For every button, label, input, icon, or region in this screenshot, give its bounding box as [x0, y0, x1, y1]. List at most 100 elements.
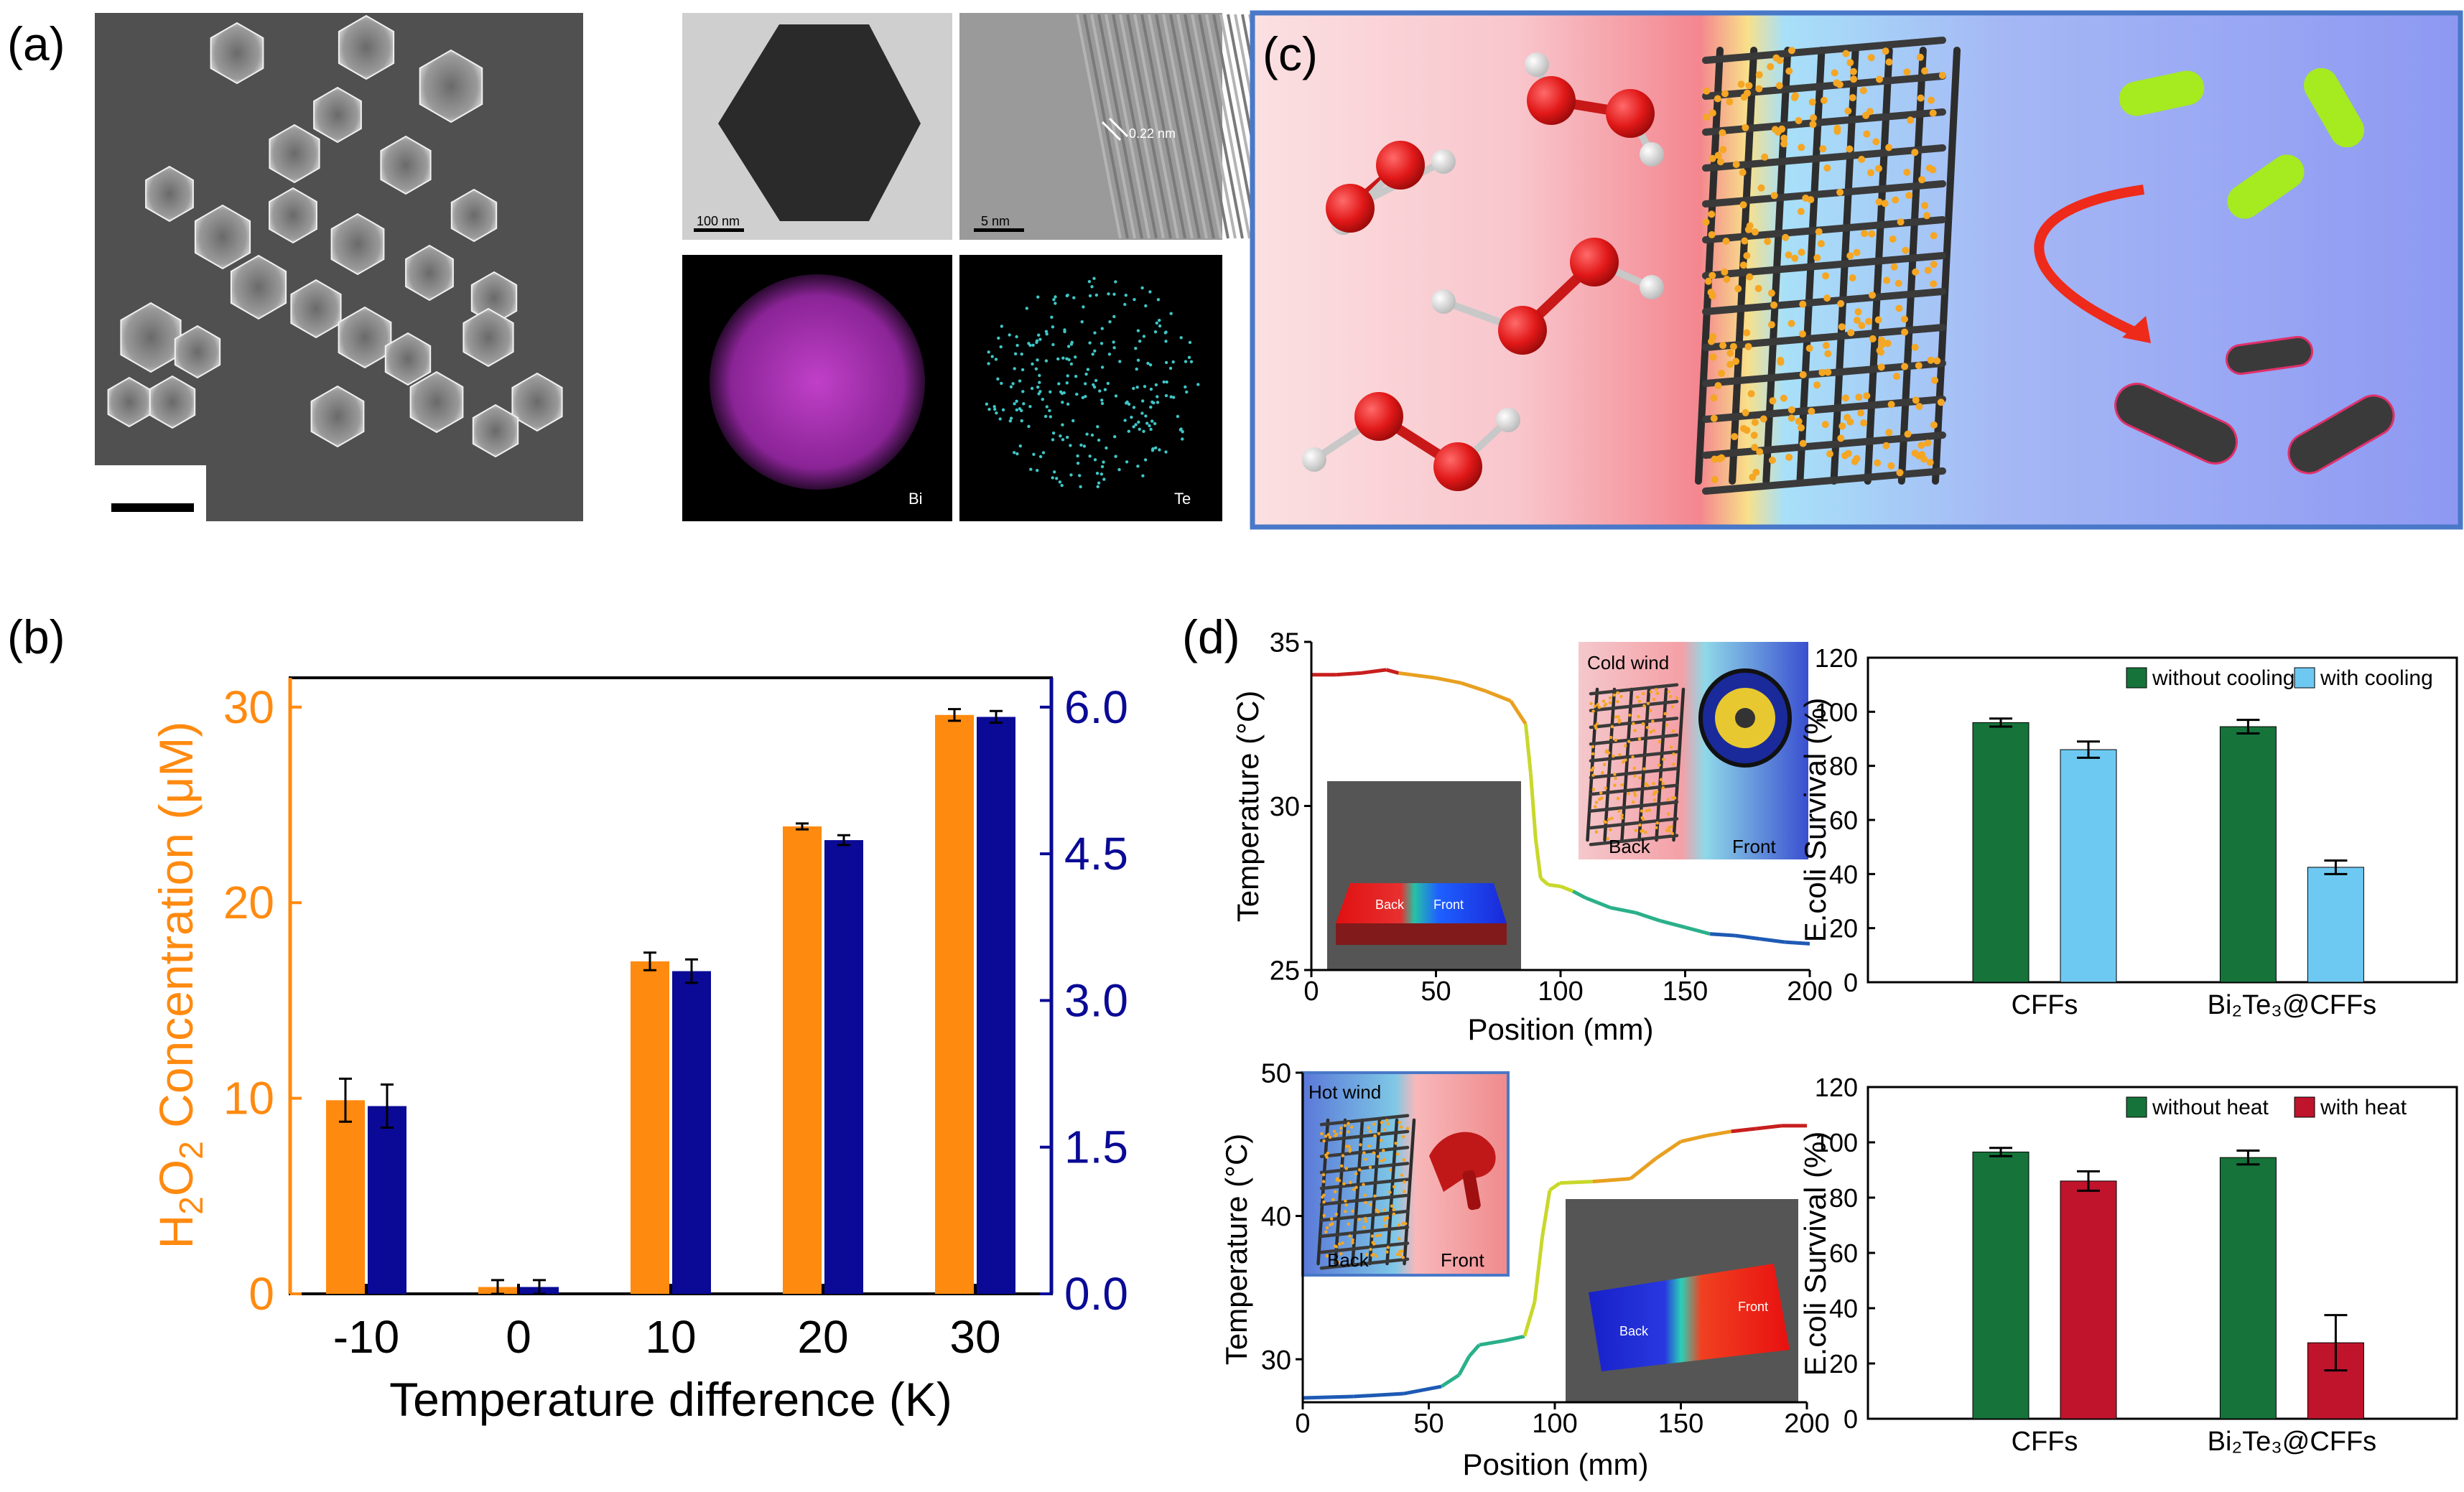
mini-cold-nanoparticle-17 — [1591, 745, 1595, 749]
mini-hot-nanoparticle-29 — [1401, 1134, 1405, 1139]
cff-nanoparticle-129 — [1729, 342, 1737, 350]
mini-hot-nanoparticle-121 — [1328, 1135, 1332, 1139]
mini-hot-nanoparticle-31 — [1401, 1256, 1405, 1259]
te-dot-184 — [1125, 400, 1129, 404]
te-dot-119 — [1075, 392, 1079, 396]
cff-nanoparticle-82 — [1855, 393, 1863, 401]
ytick-label-5: 100 — [1815, 1128, 1858, 1157]
te-dot-63 — [1097, 438, 1101, 442]
ytick-label-0: 0 — [1844, 1404, 1858, 1434]
mini-hot-nanoparticle-73 — [1321, 1195, 1324, 1199]
xtick-label-0: 0 — [1295, 1409, 1310, 1439]
mini-hot-fiber-v-5 — [1403, 1118, 1416, 1266]
cff-nanoparticle-165 — [1774, 129, 1782, 136]
mini-hot-nanoparticle-30 — [1339, 1252, 1343, 1256]
cff-nanoparticle-97 — [1877, 363, 1885, 371]
hot-wind-back-label: Back — [1327, 1249, 1370, 1271]
temperature-curve-segment-18 — [1609, 905, 1636, 915]
mini-hot-nanoparticle-64 — [1344, 1144, 1349, 1149]
cff-nanoparticle-242 — [1721, 268, 1729, 276]
mini-hot-nanoparticle-101 — [1325, 1226, 1329, 1230]
cff-nanoparticle-202 — [1895, 279, 1902, 287]
mini-cold-nanoparticle-32 — [1602, 763, 1607, 767]
te-dot-34 — [1085, 432, 1089, 436]
te-dot-125 — [1100, 465, 1105, 469]
cff-nanoparticle-54 — [1767, 321, 1775, 329]
mini-cold-nanoparticle-49 — [1610, 816, 1614, 820]
hydrogen-atom-0-3 — [1431, 149, 1456, 174]
cff-nanoparticle-241 — [1862, 111, 1870, 119]
te-dot-144 — [1038, 337, 1042, 341]
cff-nanoparticle-128 — [1846, 418, 1854, 426]
mini-hot-nanoparticle-58 — [1385, 1216, 1390, 1220]
mini-cold-nanoparticle-123 — [1652, 793, 1656, 796]
mini-hot-nanoparticle-113 — [1344, 1167, 1349, 1170]
mini-cold-nanoparticle-33 — [1636, 695, 1640, 699]
mini-hot-nanoparticle-49 — [1341, 1241, 1344, 1245]
mini-hot-nanoparticle-47 — [1382, 1157, 1386, 1162]
cff-nanoparticle-58 — [1884, 340, 1892, 348]
te-dot-84 — [987, 407, 991, 411]
te-dot-50 — [1158, 448, 1161, 452]
mini-cold-nanoparticle-52 — [1655, 826, 1658, 829]
cff-nanoparticle-134 — [1719, 146, 1727, 154]
ytick-label-4: 80 — [1829, 1183, 1858, 1213]
mini-hot-nanoparticle-83 — [1344, 1203, 1348, 1207]
cff-nanoparticle-92 — [1872, 138, 1880, 146]
mini-hot-fiber-v-1 — [1334, 1118, 1347, 1266]
mini-hot-nanoparticle-122 — [1357, 1168, 1362, 1172]
sem-particle-17 — [338, 306, 392, 369]
te-dot-60 — [1065, 381, 1069, 385]
te-dot-244 — [996, 377, 1000, 381]
te-dot-165 — [1140, 411, 1144, 415]
fringe-13 — [1169, 14, 1215, 239]
te-dot-255 — [1093, 331, 1097, 335]
mini-cold-nanoparticle-79 — [1675, 696, 1679, 700]
te-dot-6 — [1074, 355, 1077, 359]
te-dot-132 — [1079, 443, 1083, 447]
cff-nanoparticle-168 — [1750, 432, 1758, 439]
mini-hot-nanoparticle-36 — [1403, 1190, 1406, 1193]
mini-hot-nanoparticle-90 — [1398, 1250, 1402, 1254]
mini-cold-nanoparticle-15 — [1632, 766, 1636, 770]
live-bacterium-2 — [2227, 154, 2305, 219]
mini-cold-nanoparticle-77 — [1661, 757, 1665, 761]
cff-nanoparticle-230 — [1887, 462, 1895, 470]
bar-orange-20 — [783, 826, 822, 1294]
fringe-10 — [1148, 14, 1194, 239]
cff-nanoparticle-27 — [1863, 392, 1871, 400]
te-dot-192 — [1037, 392, 1041, 396]
mini-hot-nanoparticle-17 — [1321, 1172, 1326, 1177]
te-dot-243 — [1132, 425, 1135, 429]
cff-nanoparticle-3 — [1930, 232, 1938, 240]
mini-hot-nanoparticle-115 — [1332, 1129, 1336, 1134]
cff-nanoparticle-81 — [1732, 358, 1740, 365]
cff-nanoparticle-7 — [1867, 54, 1875, 62]
ytick-label-5: 100 — [1815, 697, 1858, 727]
mini-cold-nanoparticle-78 — [1604, 750, 1609, 754]
temperature-curve-segment-13 — [1539, 877, 1550, 887]
te-dot-142 — [1133, 298, 1136, 302]
mini-hot-nanoparticle-1 — [1400, 1173, 1404, 1178]
te-dot-193 — [1100, 327, 1105, 330]
mini-cold-nanoparticle-25 — [1655, 691, 1660, 695]
cff-nanoparticle-251 — [1711, 476, 1719, 483]
mini-cold-nanoparticle-115 — [1601, 699, 1606, 703]
cff-nanoparticle-238 — [1878, 336, 1885, 344]
chart-heating-survival: CFFs Bi₂Te₃@CFFs 0 20 40 60 80 100 120 without h… — [1798, 1073, 2458, 1457]
te-dot-190 — [1158, 324, 1162, 328]
kill-arrowhead — [2122, 316, 2151, 343]
ytick-left-label-2: 20 — [223, 877, 274, 928]
mini-hot-fiber-h-8 — [1319, 1241, 1410, 1254]
cff-nanoparticle-116 — [1916, 53, 1924, 61]
legend-swatch-1 — [2294, 1096, 2315, 1118]
te-dot-18 — [1031, 362, 1034, 366]
xtick-label-2: 100 — [1532, 1409, 1577, 1439]
mini-hot-nanoparticle-95 — [1382, 1128, 1387, 1132]
mini-hot-nanoparticle-54 — [1344, 1210, 1347, 1213]
temperature-curve-segment-3 — [1385, 668, 1400, 675]
bar-without-cooling-1 — [2219, 726, 2277, 983]
mini-cold-nanoparticle-62 — [1624, 744, 1627, 747]
cff-nanoparticle-215 — [1869, 292, 1877, 299]
cff-nanoparticle-216 — [1731, 433, 1739, 441]
